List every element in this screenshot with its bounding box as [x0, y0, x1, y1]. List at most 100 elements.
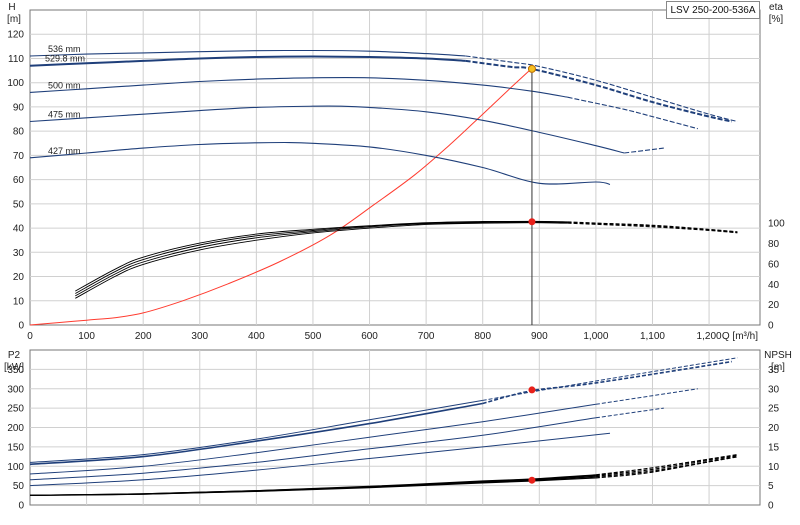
y-tick-label-left-bottom: 300	[7, 384, 24, 395]
impeller-curve	[29, 105, 625, 154]
power-curve	[29, 417, 596, 481]
x-tick-label: 800	[474, 331, 491, 342]
y-tick-label-left: 90	[13, 102, 25, 113]
impeller-curve-extension	[465, 59, 732, 123]
impeller-curve	[29, 55, 466, 67]
y-tick-label-right-bottom: 15	[768, 442, 780, 453]
impeller-curve-label: 427 mm	[48, 146, 81, 156]
power-curve	[29, 432, 611, 487]
x-tick-label: 100	[78, 331, 95, 342]
y-tick-label-left-bottom: 350	[7, 365, 24, 376]
y-tick-label-left-bottom: 0	[18, 501, 24, 512]
y-tick-label-left-bottom: 250	[7, 404, 24, 415]
x-axis-label: Q [m³/h]	[722, 331, 758, 342]
power-curve	[29, 399, 483, 463]
y-tick-label-left: 40	[13, 224, 25, 235]
head-efficiency-panel: 0 100 200 300 400 500 600 700 800 900 1,000 1,100 1,…	[7, 2, 785, 342]
y-axis-unit-left: [m]	[7, 14, 21, 25]
y-axis-label-right-bottom: NPSH	[764, 350, 792, 361]
efficiency-curve-extension	[567, 221, 738, 233]
pump-model-label: LSV 250-200-536A	[666, 1, 760, 19]
npsh-curve-extension	[595, 455, 738, 479]
y-tick-label-left-bottom: 150	[7, 442, 24, 453]
impeller-curve	[29, 49, 466, 57]
impeller-curve-extension	[567, 96, 698, 130]
x-tick-label: 400	[248, 331, 265, 342]
y-axis-unit-right: [%]	[769, 14, 784, 25]
x-tick-label: 200	[135, 331, 152, 342]
impeller-curve-label: 536 mm	[48, 44, 81, 54]
operating-point-head	[527, 64, 536, 73]
y-tick-label-right-bottom: 10	[768, 462, 780, 473]
y-tick-label-right-bottom: 25	[768, 404, 780, 415]
y-tick-label-right: 60	[768, 259, 780, 270]
y-tick-label-left-bottom: 200	[7, 423, 24, 434]
y-axis-unit-left-bottom: [kW]	[4, 362, 24, 373]
x-tick-label: 300	[191, 331, 208, 342]
y-tick-label-right-bottom: 35	[768, 365, 780, 376]
y-tick-label-right: 0	[768, 321, 774, 332]
plot-frame	[29, 9, 761, 326]
y-axis-label-right: eta	[769, 2, 783, 13]
x-tick-label: 700	[418, 331, 435, 342]
y-tick-label-left: 120	[7, 30, 24, 41]
y-tick-label-left: 70	[13, 151, 25, 162]
y-axis-unit-right-bottom: [m]	[771, 362, 785, 373]
y-tick-label-left: 60	[13, 175, 25, 186]
efficiency-curve	[75, 222, 568, 299]
y-tick-label-right-bottom: 5	[768, 481, 774, 492]
operating-point-npsh	[528, 476, 536, 484]
npsh-curve-extension	[595, 454, 738, 476]
x-tick-label: 600	[361, 331, 378, 342]
x-tick-label: 1,200	[697, 331, 722, 342]
y-tick-label-left: 110	[8, 54, 24, 65]
power-curve-extension	[595, 407, 664, 419]
power-npsh-panel: 0 50 100 150 200 250 300 350 0 5 10 15 20 25 30 35 P2[kW…	[4, 349, 792, 512]
impeller-curve-label: 475 mm	[48, 109, 81, 119]
power-curve	[29, 402, 483, 466]
x-tick-label: 1,000	[583, 331, 608, 342]
operating-point-power	[528, 386, 536, 394]
y-axis-label-left-bottom: P2	[8, 350, 21, 361]
y-tick-label-left: 30	[13, 248, 25, 259]
operating-point-efficiency	[528, 218, 536, 226]
impeller-curve	[29, 141, 611, 186]
impeller-curve-label: 529.8 mm	[45, 54, 85, 64]
x-tick-label: 900	[531, 331, 548, 342]
efficiency-curve-extension	[567, 221, 738, 233]
y-tick-label-right-bottom: 20	[768, 423, 780, 434]
y-tick-label-right-bottom: 30	[768, 384, 780, 395]
y-tick-label-left: 50	[13, 199, 25, 210]
impeller-curve-extension	[465, 55, 738, 123]
y-tick-label-right: 100	[768, 219, 785, 230]
efficiency-curve	[75, 220, 568, 292]
y-tick-label-right-bottom: 0	[768, 501, 774, 512]
npsh-curve-extension	[595, 454, 738, 477]
y-tick-label-left: 20	[13, 272, 25, 283]
x-tick-label: 1,100	[640, 331, 665, 342]
y-tick-label-left: 10	[13, 296, 25, 307]
efficiency-curve	[75, 221, 568, 297]
y-tick-label-left: 100	[7, 78, 24, 89]
efficiency-curve-extension	[567, 222, 738, 234]
x-tick-label: 500	[305, 331, 322, 342]
y-tick-label-left: 0	[18, 321, 24, 332]
power-curve-extension	[482, 360, 732, 405]
y-tick-label-left: 80	[13, 127, 25, 138]
y-tick-label-right: 80	[768, 239, 780, 250]
x-tick-label: 0	[27, 331, 33, 342]
impeller-curve	[29, 77, 568, 98]
system-curve	[29, 67, 533, 326]
power-curve-extension	[482, 357, 738, 401]
npsh-curve-extension	[595, 456, 738, 478]
y-tick-label-right: 20	[768, 300, 780, 311]
y-tick-label-left-bottom: 100	[7, 462, 24, 473]
y-tick-label-left-bottom: 50	[13, 481, 25, 492]
power-curve-extension	[595, 388, 698, 405]
impeller-curve-label: 500 mm	[48, 80, 81, 90]
power-curve	[29, 403, 596, 475]
y-axis-label-left: H	[8, 2, 15, 13]
y-tick-label-right: 40	[768, 280, 780, 291]
